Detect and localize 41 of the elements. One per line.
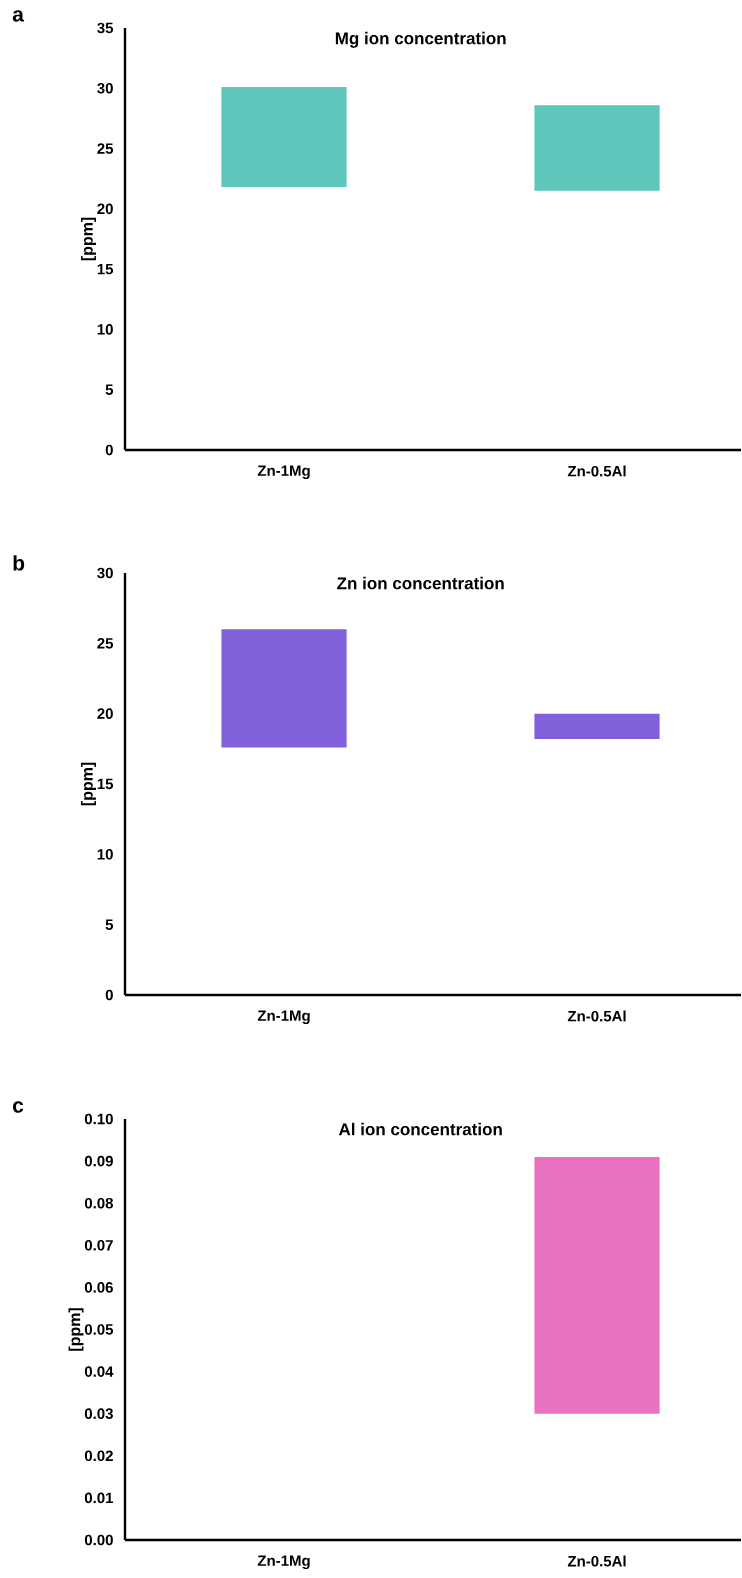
y-tick-label: 0 [105, 989, 113, 1001]
y-tick-label: 0.07 [84, 1239, 113, 1251]
y-tick-label: 0.08 [84, 1197, 113, 1209]
text: b [13, 555, 25, 571]
chart-title: Zn ion concentration [337, 576, 504, 590]
y-tick-label: 0.04 [84, 1366, 114, 1377]
chart-title: Mg ion concentration [335, 31, 506, 48]
x-tick-label: Zn-0.5Al [567, 1010, 626, 1022]
x-tick-label: Zn-1Mg [257, 1010, 310, 1024]
text: a [12, 10, 24, 22]
y-tick-label: 0.06 [84, 1282, 113, 1293]
y-axis-title: [ppm] [80, 217, 96, 261]
y-axis-title: [ppm] [80, 762, 96, 806]
text: c [12, 1101, 24, 1113]
y-tick-label: 0 [105, 444, 113, 456]
y-tick-label: 0.09 [84, 1155, 113, 1167]
x-tick-label: Zn-0.5Al [567, 1555, 626, 1567]
y-tick-label: 5 [105, 384, 113, 395]
y-tick-label: 15 [97, 778, 113, 790]
x-tick-label: Zn-1Mg [257, 1555, 310, 1570]
y-tick-label: 30 [97, 82, 113, 94]
y-tick-label: 0.05 [84, 1324, 113, 1335]
chart-title: Al ion concentration [338, 1122, 502, 1136]
y-tick-label: 25 [97, 143, 113, 154]
y-tick-label: 20 [97, 708, 113, 719]
y-tick-label: 0.00 [84, 1534, 113, 1546]
y-tick-label: 5 [105, 919, 113, 930]
x-tick-label: Zn-0.5Al [567, 465, 626, 477]
y-axis-title: [ppm] [68, 1308, 84, 1351]
y-tick-label: 30 [97, 567, 113, 579]
y-tick-label: 10 [97, 324, 113, 335]
y-tick-label: 35 [97, 22, 113, 34]
y-tick-label: 0.01 [84, 1492, 113, 1504]
y-tick-label: 0.03 [84, 1408, 113, 1420]
y-tick-label: 25 [97, 638, 113, 649]
y-tick-label: 0.02 [84, 1450, 113, 1462]
y-tick-label: 0.10 [84, 1113, 113, 1125]
y-tick-label: 10 [97, 849, 113, 860]
x-tick-label: Zn-1Mg [257, 465, 310, 479]
y-tick-label: 20 [97, 203, 113, 215]
y-tick-label: 15 [97, 263, 113, 275]
